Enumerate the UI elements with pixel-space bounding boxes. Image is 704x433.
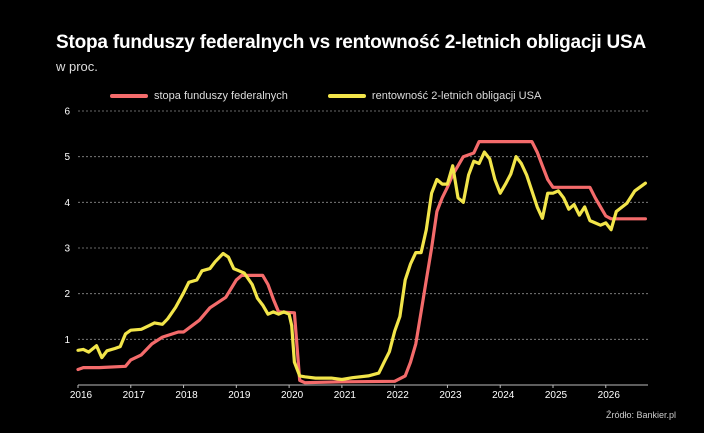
y-tick-label-3: 3 — [64, 244, 70, 255]
x-tick-label-2020: 2020 — [281, 390, 304, 401]
x-tick-label-2025: 2025 — [545, 390, 568, 401]
x-tick-label-2022: 2022 — [387, 390, 410, 401]
x-tick-label-2019: 2019 — [228, 390, 251, 401]
x-tick-label-2021: 2021 — [334, 390, 357, 401]
y-tick-label-4: 4 — [64, 198, 70, 209]
y-tick-label-1: 1 — [64, 335, 70, 346]
legend-label-fed: stopa funduszy federalnych — [154, 90, 288, 102]
series-line-fed-funds-rate — [76, 140, 647, 385]
chart-legend: stopa funduszy federalnych rentowność 2-… — [110, 90, 541, 102]
source-note: Źródło: Bankier.pl — [605, 410, 676, 420]
legend-item-fed: stopa funduszy federalnych — [110, 90, 288, 102]
x-tick-label-2016: 2016 — [70, 390, 93, 401]
legend-item-yield: rentowność 2-letnich obligacji USA — [327, 90, 542, 102]
x-tick-label-2023: 2023 — [439, 390, 462, 401]
y-tick-label-2: 2 — [64, 289, 70, 300]
x-tick-label-2018: 2018 — [175, 390, 198, 401]
x-tick-label-2017: 2017 — [123, 390, 146, 401]
x-tick-label-2026: 2026 — [598, 390, 621, 401]
y-tick-label-5: 5 — [64, 152, 70, 163]
y-tick-label-6: 6 — [64, 107, 70, 118]
chart-subtitle: w proc. — [56, 59, 98, 74]
chart-title: Stopa funduszy federalnych vs rentowność… — [56, 32, 647, 53]
legend-swatch-yield — [327, 94, 366, 98]
legend-label-yield: rentowność 2-letnich obligacji USA — [371, 90, 542, 102]
x-tick-label-2024: 2024 — [492, 390, 515, 401]
legend-swatch-fed — [110, 94, 148, 98]
series-line-2y-treasury-yield — [76, 150, 647, 382]
